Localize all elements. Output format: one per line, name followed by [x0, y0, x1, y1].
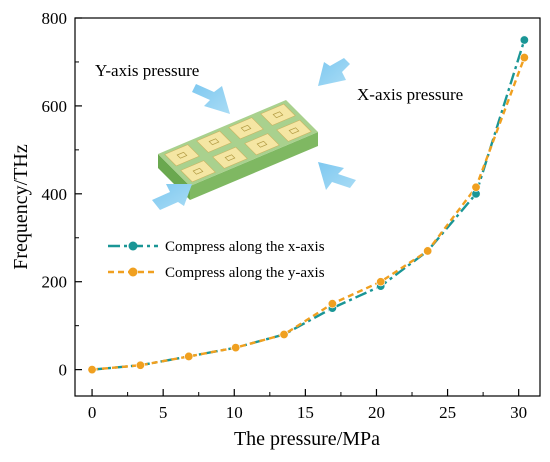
x-tick-label-15: 15: [297, 403, 314, 422]
unit-cells: [164, 103, 312, 183]
plot-frame: [74, 17, 541, 397]
arrow-bottom-right-icon: [318, 162, 356, 190]
series-1-point-4: [279, 329, 289, 339]
series-1-point-6: [376, 277, 386, 287]
series-1-point-9: [519, 53, 529, 63]
series-1-point-2: [184, 351, 194, 361]
slab-front-face: [190, 132, 318, 200]
series-line-1: [91, 57, 526, 371]
x-axis: 0 5 10 15 20 25 30: [88, 389, 527, 422]
unit-cell: [212, 146, 248, 169]
series-0-point-9: [519, 35, 529, 45]
series-1-point-0: [87, 365, 97, 375]
x-tick-label-30: 30: [510, 403, 527, 422]
series-1-point-3: [231, 343, 241, 353]
pressure-inset-illustration: Y-axis pressure X-axis pressure: [95, 58, 463, 210]
unit-cell-pattern: [192, 167, 204, 175]
series-layer: [87, 35, 529, 375]
unit-cell: [180, 160, 216, 183]
x-tick-label-10: 10: [226, 403, 243, 422]
x-tick-label-5: 5: [159, 403, 168, 422]
series-1-point-7: [423, 246, 433, 256]
unit-cell-pattern: [272, 111, 284, 119]
series-1-point-8: [471, 182, 481, 192]
y-tick-label-0: 0: [59, 361, 68, 380]
arrow-top-right-icon: [318, 58, 350, 86]
unit-cell-pattern: [288, 127, 300, 135]
unit-cell-pattern: [224, 154, 236, 162]
x-tick-label-0: 0: [88, 403, 97, 422]
legend-label-y-axis: Compress along the y-axis: [165, 265, 325, 281]
unit-cell: [228, 117, 264, 140]
y-axis: 0 200 400 600 800: [42, 9, 82, 380]
unit-cell: [164, 144, 200, 167]
annotation-y-axis-pressure: Y-axis pressure: [95, 61, 199, 80]
x-tick-label-25: 25: [439, 403, 456, 422]
y-tick-label-800: 800: [42, 9, 68, 28]
legend-label-x-axis: Compress along the x-axis: [165, 239, 325, 255]
x-axis-title: The pressure/MPa: [234, 428, 380, 450]
unit-cell-pattern: [208, 138, 220, 146]
y-tick-label-400: 400: [42, 185, 68, 204]
legend-marker-y-axis: [128, 267, 138, 277]
arrow-top-left-icon: [192, 84, 230, 114]
unit-cell-pattern: [176, 151, 188, 159]
annotation-x-axis-pressure: X-axis pressure: [357, 85, 463, 104]
y-tick-label-600: 600: [42, 97, 68, 116]
series-1-point-1: [135, 360, 145, 370]
unit-cell-pattern: [256, 140, 268, 148]
legend: Compress along the x-axis Compress along…: [108, 239, 325, 281]
unit-cell: [276, 119, 312, 142]
x-tick-label-20: 20: [368, 403, 385, 422]
series-1-point-5: [327, 299, 337, 309]
y-axis-title: Frequency/THz: [10, 144, 32, 270]
unit-cell: [260, 103, 296, 126]
unit-cell: [244, 133, 280, 156]
legend-marker-x-axis: [128, 241, 138, 251]
arrow-bottom-left-icon: [152, 184, 192, 210]
unit-cell-pattern: [240, 124, 252, 132]
unit-cell: [196, 130, 232, 153]
y-tick-label-200: 200: [42, 273, 68, 292]
